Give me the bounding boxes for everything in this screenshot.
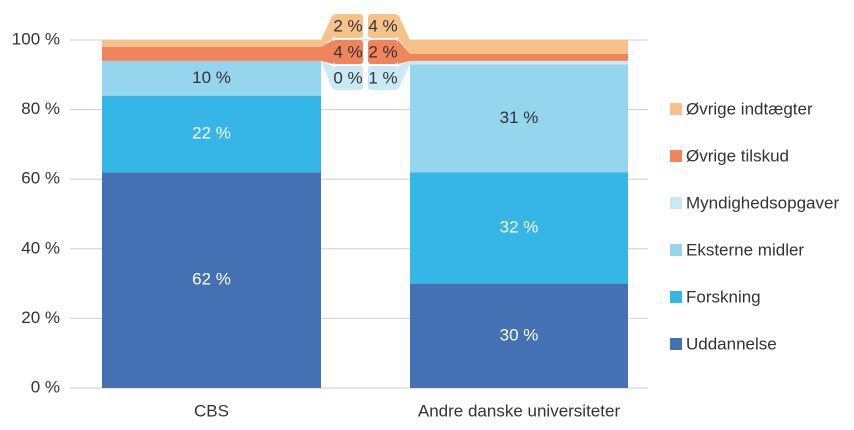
legend-swatch [670,197,682,209]
legend-swatch [670,291,682,303]
data-label: 32 % [500,217,539,236]
data-label: 2 % [333,16,362,35]
y-tick-label: 60 % [21,169,60,188]
legend-label: Eksterne midler [686,240,804,259]
data-label: 2 % [368,42,397,61]
bar-segment [410,53,628,61]
data-label: 30 % [500,325,539,344]
legend-label: Øvrige indtægter [686,99,813,118]
bar-segment [102,40,321,47]
callout-connector [321,14,333,47]
bar-segment [410,172,628,284]
bar-segment [102,172,321,388]
bar-segment [102,95,321,173]
bar-segment [410,40,628,54]
callout-box [368,66,398,90]
bar-segment [410,283,628,388]
callout-connector [321,60,333,90]
legend-swatch [670,244,682,256]
bar-segment [410,64,628,173]
data-label: 10 % [192,68,231,87]
y-tick-label: 20 % [21,308,60,327]
data-label: 4 % [368,16,397,35]
callout-box [368,14,398,38]
callout-connector [398,60,410,90]
bar-segment [410,60,628,65]
legend-swatch [670,338,682,350]
bar-segment [102,46,321,61]
callout-box [333,66,363,90]
y-tick-label: 100 % [12,29,60,48]
callout-connector [398,40,410,64]
legend-swatch [670,150,682,162]
data-label: 31 % [500,108,539,127]
legend-label: Forskning [686,287,761,306]
x-tick-label: CBS [194,401,229,420]
data-label: 4 % [333,42,362,61]
y-tick-label: 0 % [31,377,60,396]
legend-swatch [670,103,682,115]
data-label: 0 % [333,68,362,87]
callout-box [368,40,398,64]
bar-segment [102,60,321,96]
legend-label: Øvrige tilskud [686,146,789,165]
data-label: 1 % [368,68,397,87]
legend-label: Uddannelse [686,334,777,353]
callout-box [333,14,363,38]
callout-connector [321,40,333,64]
callout-connector [398,14,410,54]
data-label: 62 % [192,270,231,289]
y-tick-label: 40 % [21,238,60,257]
legend-label: Myndighedsopgaver [686,193,839,212]
y-tick-label: 80 % [21,99,60,118]
x-tick-label: Andre danske universiteter [418,401,621,420]
callout-box [333,40,363,64]
data-label: 22 % [192,123,231,142]
